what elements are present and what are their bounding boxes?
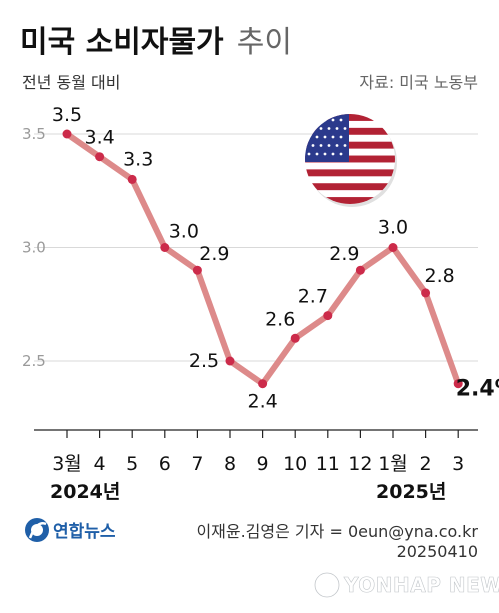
flag-star bbox=[311, 144, 315, 147]
yonhap-logo-icon bbox=[25, 518, 49, 542]
x-tick-label: 3 bbox=[452, 453, 464, 475]
y-axis-ticks: 3.5 3.0 2.5 bbox=[22, 125, 46, 370]
flag-stripe bbox=[305, 127, 395, 135]
x-axis-ticks: 3월 4 5 6 7 8 9 10 11 12 1월 2 3 bbox=[52, 430, 464, 475]
data-label: 2.9 bbox=[199, 243, 229, 265]
year-label-2024: 2024년 bbox=[50, 481, 120, 503]
x-tick-label: 7 bbox=[191, 453, 203, 475]
x-tick-label: 3월 bbox=[52, 453, 82, 475]
x-tick-label: 9 bbox=[257, 453, 269, 475]
flag-star bbox=[323, 118, 327, 122]
flag-star bbox=[307, 152, 311, 156]
data-label: 2.4 bbox=[247, 391, 277, 413]
watermark-text: YONHAP NEWS bbox=[343, 573, 499, 597]
flag-star bbox=[327, 127, 331, 130]
flag-star bbox=[307, 135, 311, 139]
x-tick-label: 10 bbox=[283, 453, 307, 475]
flag-stripe bbox=[305, 114, 395, 121]
yonhap-watermark-icon bbox=[313, 571, 341, 599]
chart-title: 미국 소비자물가 추이 bbox=[20, 25, 292, 60]
y-tick-label: 3.0 bbox=[22, 239, 46, 257]
data-label: 2.6 bbox=[265, 308, 295, 330]
data-point bbox=[421, 288, 431, 298]
chart-title-main: 미국 소비자물가 bbox=[20, 25, 224, 60]
data-point bbox=[453, 379, 463, 389]
x-tick-label: 4 bbox=[94, 453, 106, 475]
data-point bbox=[355, 265, 365, 275]
us-flag-icon bbox=[305, 114, 397, 207]
flag-star bbox=[315, 118, 319, 122]
flag-star bbox=[335, 127, 339, 130]
x-tick-label: 11 bbox=[316, 453, 340, 475]
data-point bbox=[95, 152, 105, 162]
flag-star bbox=[319, 144, 323, 147]
flag-stripe bbox=[305, 169, 395, 177]
flag-stripe bbox=[305, 155, 395, 163]
flag-star bbox=[307, 118, 311, 122]
x-tick-label: 1월 bbox=[378, 453, 408, 475]
flag-star bbox=[331, 118, 335, 122]
flag-star bbox=[339, 118, 343, 122]
data-point bbox=[323, 311, 333, 321]
data-label: 3.4 bbox=[84, 127, 114, 149]
source-note: 자료: 미국 노동부 bbox=[359, 73, 478, 92]
data-label: 2.8 bbox=[424, 265, 454, 287]
flag-star bbox=[339, 152, 343, 156]
flag-star bbox=[331, 135, 335, 139]
data-point bbox=[160, 243, 170, 252]
data-point bbox=[192, 265, 202, 275]
data-label: 3.5 bbox=[52, 104, 82, 126]
flag-stripe bbox=[305, 183, 395, 191]
flag-star bbox=[343, 144, 347, 147]
credit-line-1: 이재윤.김영은 기자 = 0eun@yna.co.kr bbox=[196, 522, 478, 541]
x-tick-label: 6 bbox=[159, 453, 171, 475]
data-label: 2.5 bbox=[189, 350, 219, 372]
data-label: 2.4% bbox=[456, 377, 499, 402]
series-line bbox=[64, 131, 462, 387]
flag-star bbox=[311, 127, 315, 130]
flag-stripe bbox=[305, 197, 395, 204]
grid-lines bbox=[34, 133, 478, 362]
flag-star bbox=[319, 127, 323, 130]
chart-title-sub: 추이 bbox=[237, 25, 292, 60]
x-tick-label: 12 bbox=[348, 453, 372, 475]
data-point bbox=[258, 379, 268, 389]
data-label: 3.0 bbox=[169, 221, 199, 243]
flag-star bbox=[323, 152, 327, 156]
credit-line-2: 20250410 bbox=[397, 542, 478, 561]
data-label: 3.0 bbox=[378, 217, 408, 239]
x-tick-label: 8 bbox=[224, 453, 236, 475]
flag-star bbox=[323, 135, 327, 139]
flag-star bbox=[315, 135, 319, 139]
data-label: 2.9 bbox=[329, 243, 359, 265]
chart-subtitle: 전년 동월 대비 bbox=[22, 73, 121, 92]
flag-stripe bbox=[305, 141, 395, 149]
data-point bbox=[225, 356, 235, 366]
data-label: 2.7 bbox=[298, 286, 328, 308]
x-tick-label: 5 bbox=[126, 453, 138, 475]
y-tick-label: 2.5 bbox=[22, 352, 46, 370]
data-point bbox=[388, 243, 398, 252]
y-tick-label: 3.5 bbox=[22, 125, 46, 143]
series-markers bbox=[62, 129, 463, 389]
year-label-2025: 2025년 bbox=[376, 481, 446, 503]
data-label: 3.3 bbox=[123, 148, 153, 170]
logo-text: 연합뉴스 bbox=[53, 521, 116, 542]
data-labels: 3.53.43.33.02.92.52.42.62.72.93.02.82.4% bbox=[52, 104, 499, 413]
data-point bbox=[62, 129, 72, 139]
flag-star bbox=[331, 152, 335, 156]
flag-star bbox=[339, 135, 343, 139]
flag-star bbox=[327, 144, 331, 147]
flag-star bbox=[315, 152, 319, 156]
flag-star bbox=[343, 127, 347, 130]
flag-star bbox=[335, 144, 339, 147]
x-tick-label: 2 bbox=[420, 453, 432, 475]
data-point bbox=[290, 333, 300, 343]
data-point bbox=[127, 174, 137, 184]
